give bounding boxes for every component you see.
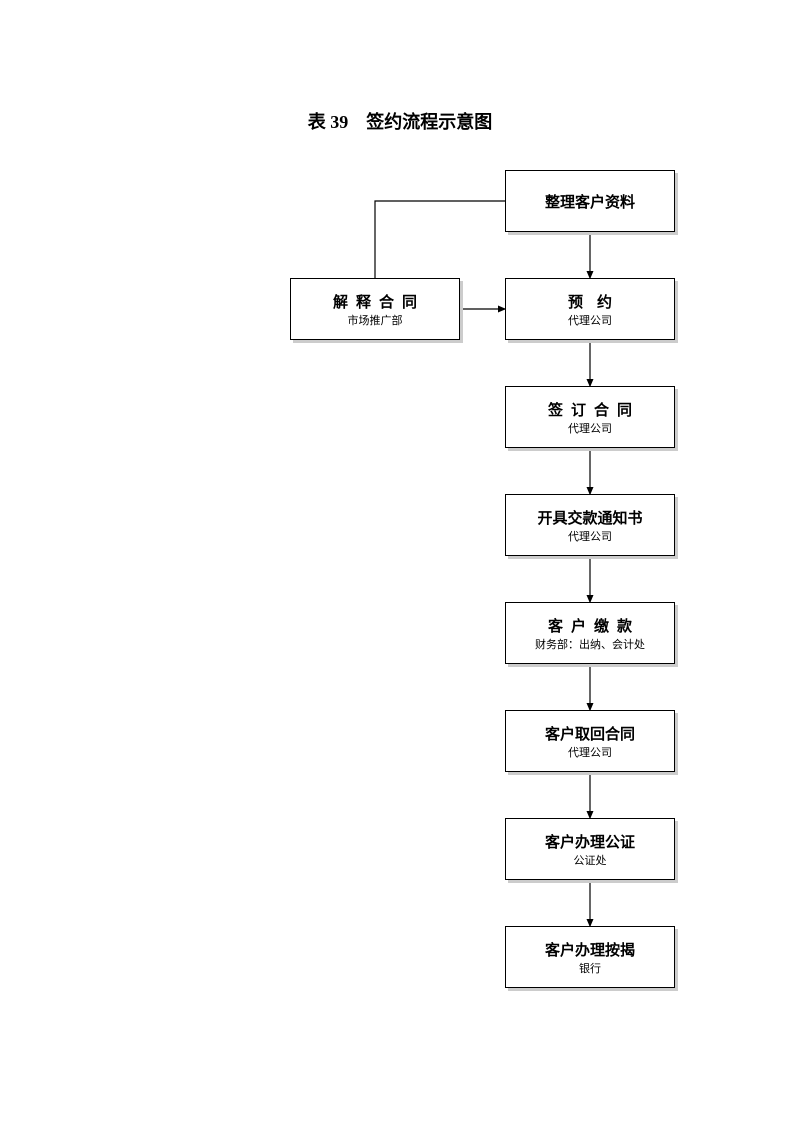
node-sub-label: 代理公司: [506, 312, 674, 328]
flow-node-n5: 客户缴款财务部：出纳、会计处: [505, 602, 675, 664]
node-main-label: 客户取回合同: [506, 723, 674, 744]
node-main-label: 客户办理按揭: [506, 939, 674, 960]
connectors: [0, 0, 800, 1132]
node-main-label: 整理客户资料: [506, 191, 674, 212]
node-sub-label: 财务部：出纳、会计处: [506, 636, 674, 652]
node-main-label: 预约: [499, 291, 681, 312]
node-sub-label: 代理公司: [506, 744, 674, 760]
flow-node-n6: 客户取回合同代理公司: [505, 710, 675, 772]
node-sub-label: 银行: [506, 960, 674, 976]
node-main-label: 签订合同: [502, 399, 678, 420]
flow-node-n7: 客户办理公证公证处: [505, 818, 675, 880]
flow-node-n3: 签订合同代理公司: [505, 386, 675, 448]
flow-node-n4: 开具交款通知书代理公司: [505, 494, 675, 556]
node-sub-label: 市场推广部: [291, 312, 459, 328]
flow-node-n8: 客户办理按揭银行: [505, 926, 675, 988]
node-sub-label: 代理公司: [506, 420, 674, 436]
page-title: 表 39 签约流程示意图: [0, 108, 800, 134]
node-main-label: 解释合同: [287, 291, 463, 312]
node-main-label: 客户缴款: [502, 615, 678, 636]
flow-node-nL: 解释合同市场推广部: [290, 278, 460, 340]
node-sub-label: 代理公司: [506, 528, 674, 544]
node-sub-label: 公证处: [506, 852, 674, 868]
node-main-label: 开具交款通知书: [506, 507, 674, 528]
node-main-label: 客户办理公证: [506, 831, 674, 852]
flow-node-n2: 预约代理公司: [505, 278, 675, 340]
page: 表 39 签约流程示意图 整理客户资料解释合同市场推广部预约代理公司签订合同代理…: [0, 0, 800, 1132]
flow-node-n1: 整理客户资料: [505, 170, 675, 232]
